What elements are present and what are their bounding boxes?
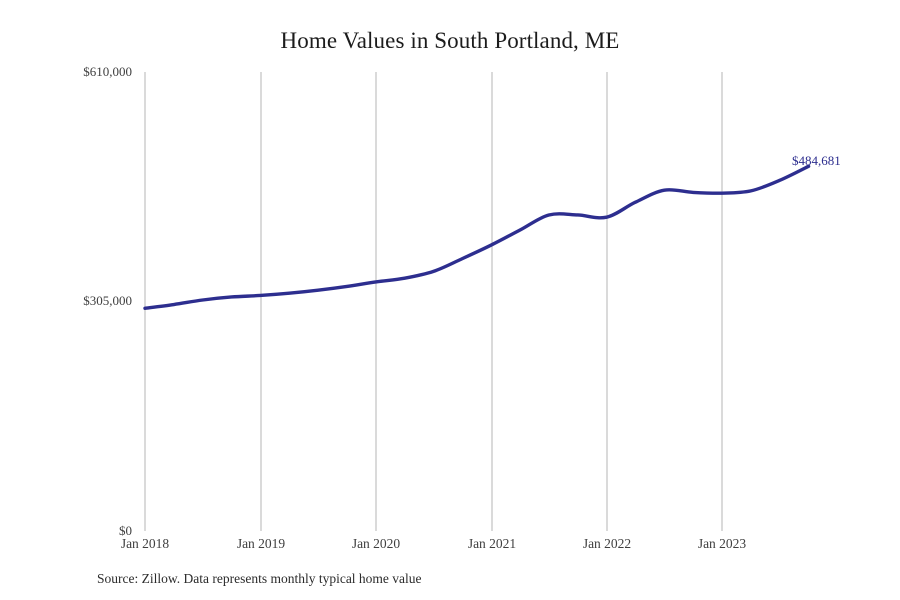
y-tick-label-min: $0 <box>119 523 132 538</box>
x-tick-label-jan-2021: Jan 2021 <box>467 536 517 551</box>
x-tick-label-jan-2019: Jan 2019 <box>236 536 286 551</box>
gridlines <box>144 72 723 531</box>
x-tick-label-jan-2022: Jan 2022 <box>582 536 632 551</box>
page-title: Home Values in South Portland, ME <box>280 28 620 53</box>
y-tick-label-mid: $305,000 <box>83 293 132 308</box>
x-tick-label-jan-2018: Jan 2018 <box>120 536 170 551</box>
x-tick-label-jan-2023: Jan 2023 <box>697 536 747 551</box>
y-axis: $610,000 $305,000 $0 <box>20 0 132 600</box>
y-tick-label-max: $610,000 <box>83 64 132 79</box>
line-series-home-values <box>143 164 811 310</box>
x-tick-label-jan-2020: Jan 2020 <box>351 536 401 551</box>
series-end-value-annotation: $484,681 <box>792 153 841 168</box>
source-note: Source: Zillow. Data represents monthly … <box>97 571 422 586</box>
